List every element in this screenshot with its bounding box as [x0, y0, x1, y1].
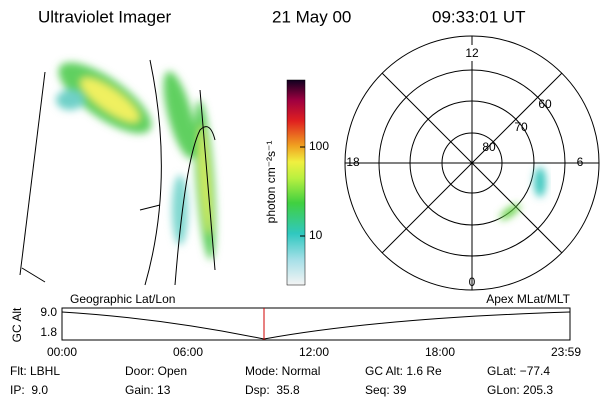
polar-grid	[344, 35, 600, 291]
aurora-image	[19, 59, 216, 286]
plot-title-left: Geographic Lat/Lon	[70, 292, 175, 306]
lat-label: 80	[482, 140, 496, 154]
plot-frame	[61, 307, 571, 341]
time: 09:33:01 UT	[432, 7, 526, 26]
title: Ultraviolet Imager	[38, 7, 172, 26]
y-label: 1.8	[40, 325, 57, 339]
mlt-label: 0	[469, 275, 476, 289]
footer: Flt: LBHL Door: Open Mode: Normal GC Alt: 1…	[10, 364, 553, 397]
axis-label: GC Alt	[10, 307, 24, 342]
colorbar	[286, 79, 306, 286]
y-label: 9.0	[40, 305, 57, 319]
lat-label: 60	[538, 97, 552, 111]
x-label: 06:00	[173, 345, 203, 359]
status-field: Door: Open	[125, 364, 187, 378]
date: 21 May 00	[272, 7, 351, 26]
x-label: 18:00	[425, 345, 455, 359]
x-label: 12:00	[299, 345, 329, 359]
polar-aurora	[499, 167, 546, 220]
status-field: GLat: −77.4	[487, 364, 550, 378]
colorbar-tick-label: 10	[309, 228, 323, 242]
status-field: GC Alt: 1.6 Re	[365, 364, 442, 378]
altitude-curve	[61, 311, 571, 340]
status-field: Flt: LBHL	[10, 364, 60, 378]
colorbar-label: photon cm⁻²s⁻¹	[264, 141, 278, 224]
plot-title-right: Apex MLat/MLT	[486, 292, 570, 306]
status-field: GLon: 205.3	[487, 383, 553, 397]
status-field: IP: 9.0	[10, 383, 48, 397]
mlt-label: 6	[577, 155, 584, 169]
x-label: 00:00	[47, 345, 77, 359]
status-field: Dsp: 35.8	[245, 383, 300, 397]
status-field: Gain: 13	[125, 383, 171, 397]
status-field: Seq: 39	[365, 383, 407, 397]
mlt-label: 12	[465, 46, 479, 60]
status-field: Mode: Normal	[245, 364, 320, 378]
x-label: 23:59	[551, 345, 581, 359]
colorbar-tick-label: 100	[309, 139, 329, 153]
lat-label: 70	[514, 120, 528, 134]
mlt-label: 18	[346, 155, 360, 169]
